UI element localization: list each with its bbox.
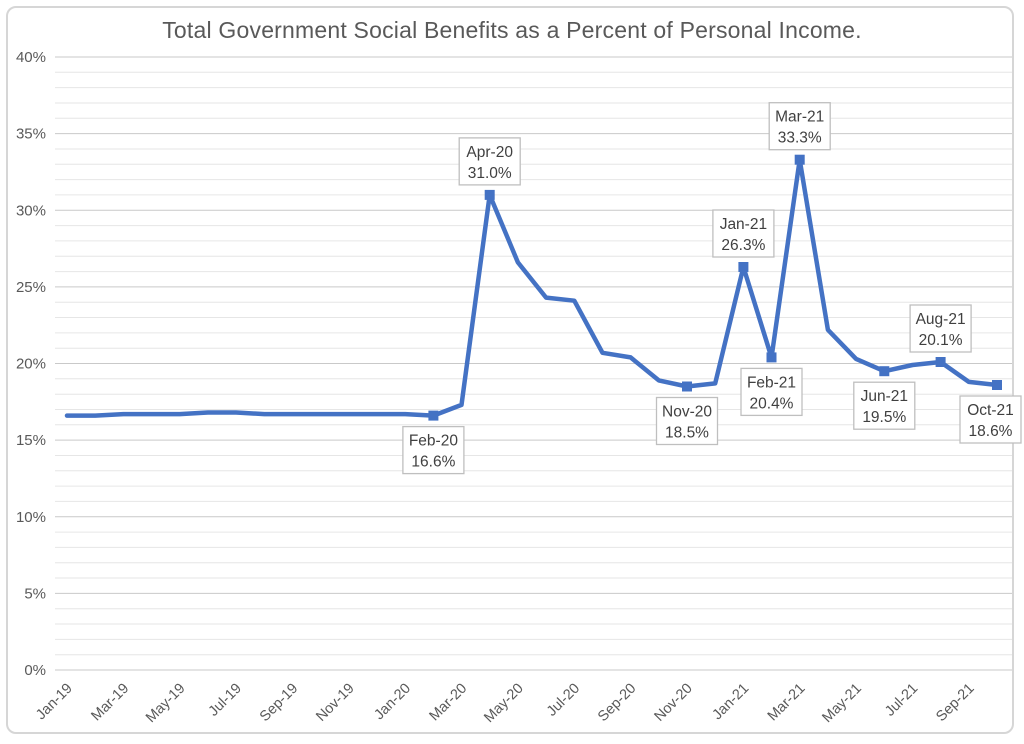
svg-text:20.4%: 20.4% <box>750 395 794 412</box>
x-axis-label: Jul-21 <box>882 681 921 720</box>
svg-text:16.6%: 16.6% <box>411 454 455 471</box>
x-axis-label: Jul-19 <box>206 681 245 720</box>
data-callout: Aug-21 20.1% <box>909 304 972 353</box>
series-line <box>64 157 1000 418</box>
x-axis-label: Nov-20 <box>651 681 695 725</box>
x-axis-label: May-21 <box>819 681 865 727</box>
svg-text:26.3%: 26.3% <box>721 237 765 254</box>
y-axis-label: 35% <box>16 126 46 143</box>
svg-text:Mar-21: Mar-21 <box>775 109 824 126</box>
svg-text:20.1%: 20.1% <box>919 332 963 349</box>
svg-text:18.6%: 18.6% <box>969 423 1013 440</box>
svg-text:Feb-21: Feb-21 <box>747 374 796 391</box>
x-axis-label: Sep-21 <box>933 681 977 725</box>
chart-title: Total Government Social Benefits as a Pe… <box>162 17 862 43</box>
data-callout: Nov-20 18.5% <box>655 396 719 446</box>
x-axis-label: Mar-21 <box>765 681 809 725</box>
y-axis-label: 30% <box>16 202 46 219</box>
svg-text:Oct-21: Oct-21 <box>967 402 1014 419</box>
x-axis-label: Jan-21 <box>710 681 753 724</box>
svg-text:19.5%: 19.5% <box>862 409 906 426</box>
y-axis-label: 0% <box>24 662 46 679</box>
y-axis-label: 5% <box>24 585 46 602</box>
x-axis-label: Jan-19 <box>33 681 76 724</box>
svg-text:Aug-21: Aug-21 <box>916 311 966 328</box>
x-axis-label: Sep-20 <box>595 681 639 725</box>
x-axis-label: Nov-19 <box>313 681 357 725</box>
data-marker <box>428 410 439 421</box>
svg-text:Jan-21: Jan-21 <box>720 216 767 233</box>
y-axis-label: 40% <box>16 49 46 66</box>
data-marker <box>766 352 777 363</box>
svg-text:Nov-20: Nov-20 <box>662 404 712 421</box>
x-axis-label: May-20 <box>481 681 527 727</box>
x-axis-label: May-19 <box>143 681 189 727</box>
svg-text:Apr-20: Apr-20 <box>466 144 513 161</box>
x-axis-label: Mar-19 <box>88 681 132 725</box>
data-marker <box>794 154 805 165</box>
data-callout: Mar-21 33.3% <box>768 102 831 151</box>
data-marker <box>879 366 890 377</box>
data-callout: Jan-21 26.3% <box>712 209 775 258</box>
svg-text:31.0%: 31.0% <box>468 165 512 182</box>
data-callout: Jun-21 19.5% <box>853 381 916 430</box>
data-callout: Feb-20 16.6% <box>402 425 465 475</box>
x-axis-label: Jan-20 <box>371 681 414 724</box>
y-axis-label: 25% <box>16 279 46 296</box>
y-axis-label: 10% <box>16 509 46 526</box>
x-axis-label: Sep-19 <box>257 681 301 725</box>
y-axis-label: 15% <box>16 432 46 449</box>
x-axis-label: Jul-20 <box>544 681 583 720</box>
svg-text:Jun-21: Jun-21 <box>861 388 908 405</box>
data-callout: Feb-21 20.4% <box>740 367 803 417</box>
svg-text:33.3%: 33.3% <box>778 130 822 147</box>
y-axis-label: 20% <box>16 356 46 373</box>
data-marker <box>738 262 749 272</box>
data-marker <box>682 381 692 392</box>
x-axis-label: Mar-20 <box>427 681 471 725</box>
data-callout: Oct-21 18.6% <box>959 395 1022 444</box>
chart-frame <box>6 6 1014 734</box>
data-callout: Apr-20 31.0% <box>458 137 521 186</box>
data-marker <box>484 189 495 200</box>
data-marker <box>992 380 1002 390</box>
svg-text:Feb-20: Feb-20 <box>409 433 458 450</box>
svg-text:18.5%: 18.5% <box>665 425 709 442</box>
data-marker <box>935 357 946 367</box>
